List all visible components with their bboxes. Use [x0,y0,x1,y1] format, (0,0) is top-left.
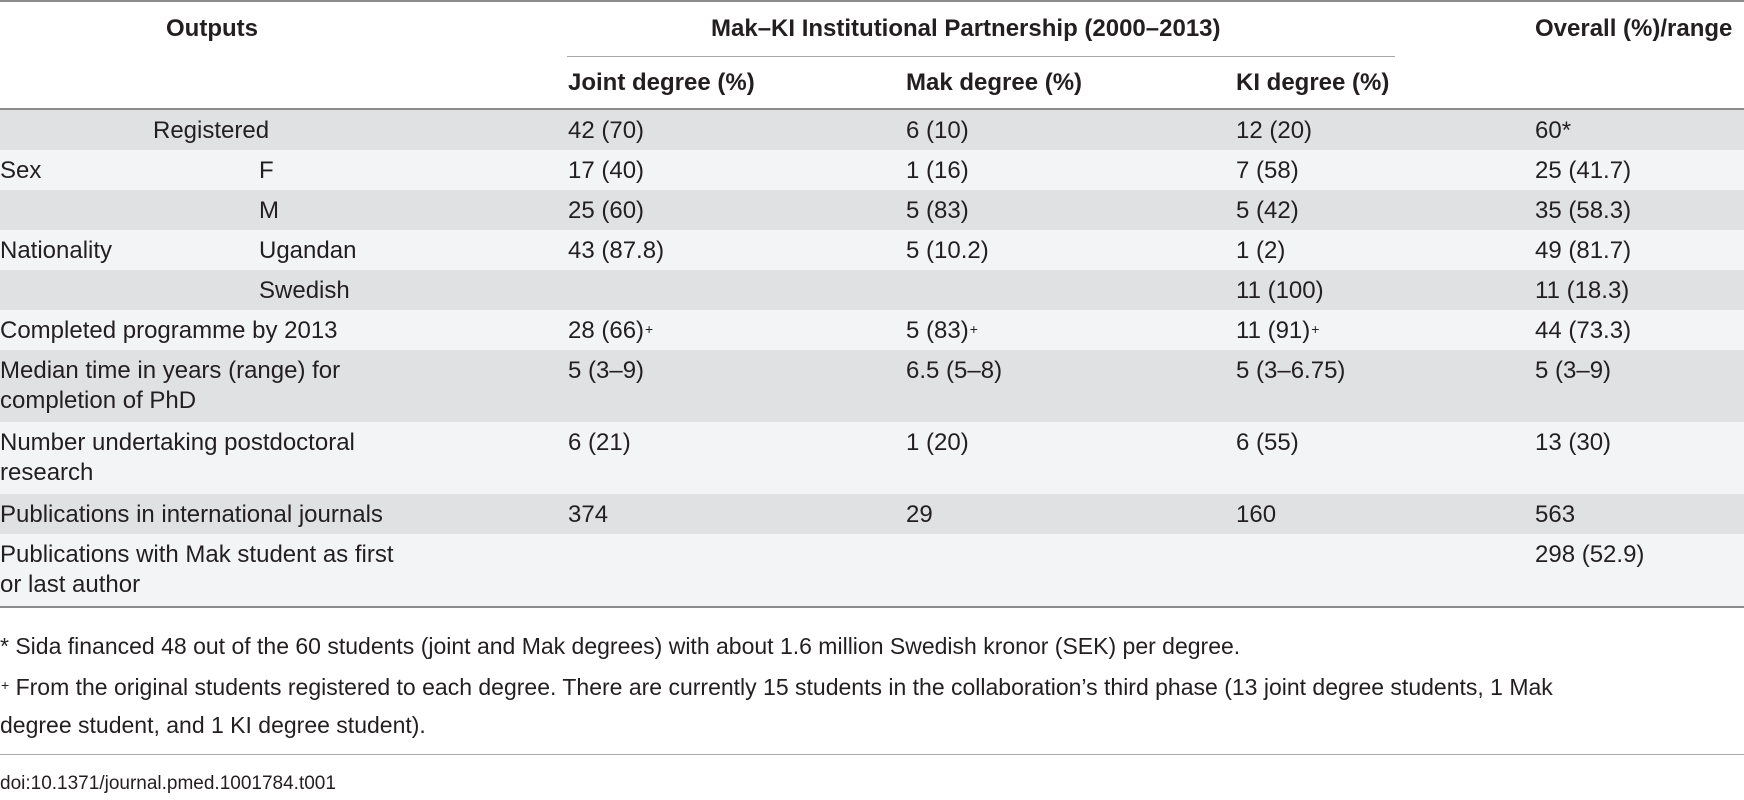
cell-mak: 6 (10) [906,117,969,144]
cell-ki-value: 11 (91) [1236,317,1311,344]
row-label-line2: research [0,459,94,486]
plus-footnote-mark: + [969,321,978,337]
cell-overall: 563 [1535,501,1576,528]
cell-mak: 29 [906,501,933,528]
header-rule [0,108,1744,110]
cell-mak-value: 5 (83) [906,317,969,344]
cell-mak: 5 (83)+ [906,316,978,346]
table-row: Publications in international journals 3… [0,494,1744,534]
cell-overall: 35 (58.3) [1535,197,1632,224]
footnote-plus: + From the original students registered … [0,672,1553,702]
top-rule [0,0,1744,2]
header-joint: Joint degree (%) [568,69,755,96]
footnote-plus-line2: degree student, and 1 KI degree student)… [0,712,426,738]
table-row: M 25 (60) 5 (83) 5 (42) 35 (58.3) [0,190,1744,230]
footer-rule [0,754,1744,755]
cell-overall: 49 (81.7) [1535,237,1632,264]
cell-joint: 374 [568,501,609,528]
footnote-star: * Sida financed 48 out of the 60 student… [0,631,1240,661]
cell-mak: 5 (10.2) [906,237,989,264]
row-label-line2: or last author [0,571,141,598]
row-label: Publications in international journals [0,501,383,528]
row-label: Registered [153,117,270,144]
table-row: Publications with Mak student as first o… [0,534,1744,606]
header-mak: Mak degree (%) [906,69,1083,96]
cell-overall: 5 (3–9) [1535,357,1612,384]
row-label: Number undertaking postdoctoral [0,429,355,456]
cell-overall: 11 (18.3) [1535,277,1630,304]
cell-ki: 160 [1236,501,1277,528]
row-sublabel: Ugandan [259,237,357,264]
row-label: Publications with Mak student as first [0,541,394,568]
table-row: Sex F 17 (40) 1 (16) 7 (58) 25 (41.7) [0,150,1744,190]
star-text: Sida financed 48 out of the 60 students … [8,633,1241,659]
cell-joint: 17 (40) [568,157,645,184]
partnership-underline [567,56,1395,57]
cell-overall: 44 (73.3) [1535,317,1632,344]
header-ki: KI degree (%) [1236,69,1390,96]
cell-ki: 1 (2) [1236,237,1286,264]
row-label: Nationality [0,237,113,264]
cell-joint: 5 (3–9) [568,357,645,384]
table-row: Swedish 11 (100) 11 (18.3) [0,270,1744,310]
row-label: Median time in years (range) for [0,357,341,384]
cell-ki: 12 (20) [1236,117,1313,144]
cell-ki: 5 (42) [1236,197,1299,224]
cell-ki: 11 (91)+ [1236,316,1319,346]
row-sublabel: F [259,157,274,184]
row-label: Sex [0,157,42,184]
row-label: Completed programme by 2013 [0,317,338,344]
cell-joint: 6 (21) [568,429,631,456]
table-row: Completed programme by 2013 28 (66)+ 5 (… [0,310,1744,350]
row-sublabel: M [259,197,279,224]
plus-footnote-mark: + [1311,321,1320,337]
plus-text-line1: From the original students registered to… [9,674,1553,700]
header-overall: Overall (%)/range [1535,15,1733,42]
table-row: Registered 42 (70) 6 (10) 12 (20) 60* [0,110,1744,150]
cell-ki: 11 (100) [1236,277,1324,304]
cell-joint: 43 (87.8) [568,237,665,264]
cell-ki: 7 (58) [1236,157,1299,184]
table-row: Nationality Ugandan 43 (87.8) 5 (10.2) 1… [0,230,1744,270]
cell-joint: 25 (60) [568,197,645,224]
cell-overall: 60* [1535,117,1572,144]
row-label-line2: completion of PhD [0,387,197,414]
cell-overall: 25 (41.7) [1535,157,1632,184]
cell-ki: 6 (55) [1236,429,1299,456]
doi-label: doi:10.1371/journal.pmed.1001784.t001 [0,773,336,794]
bottom-rule [0,606,1744,608]
cell-overall: 13 (30) [1535,429,1612,456]
plus-mark: + [1,677,10,693]
cell-mak: 5 (83) [906,197,969,224]
cell-overall: 298 (52.9) [1535,541,1645,568]
cell-joint: 42 (70) [568,117,645,144]
row-sublabel: Swedish [259,277,350,304]
cell-mak: 1 (20) [906,429,969,456]
cell-ki: 5 (3–6.75) [1236,357,1346,384]
cell-mak: 6.5 (5–8) [906,357,1003,384]
table-row: Median time in years (range) for complet… [0,350,1744,422]
plus-footnote-mark: + [645,321,654,337]
table-row: Number undertaking postdoctoral research… [0,422,1744,494]
cell-joint-value: 28 (66) [568,317,645,344]
star-mark: * [0,633,9,659]
header-outputs: Outputs [166,15,258,42]
header-partnership: Mak–KI Institutional Partnership (2000–2… [711,15,1221,42]
cell-joint: 28 (66)+ [568,316,653,346]
cell-mak: 1 (16) [906,157,969,184]
